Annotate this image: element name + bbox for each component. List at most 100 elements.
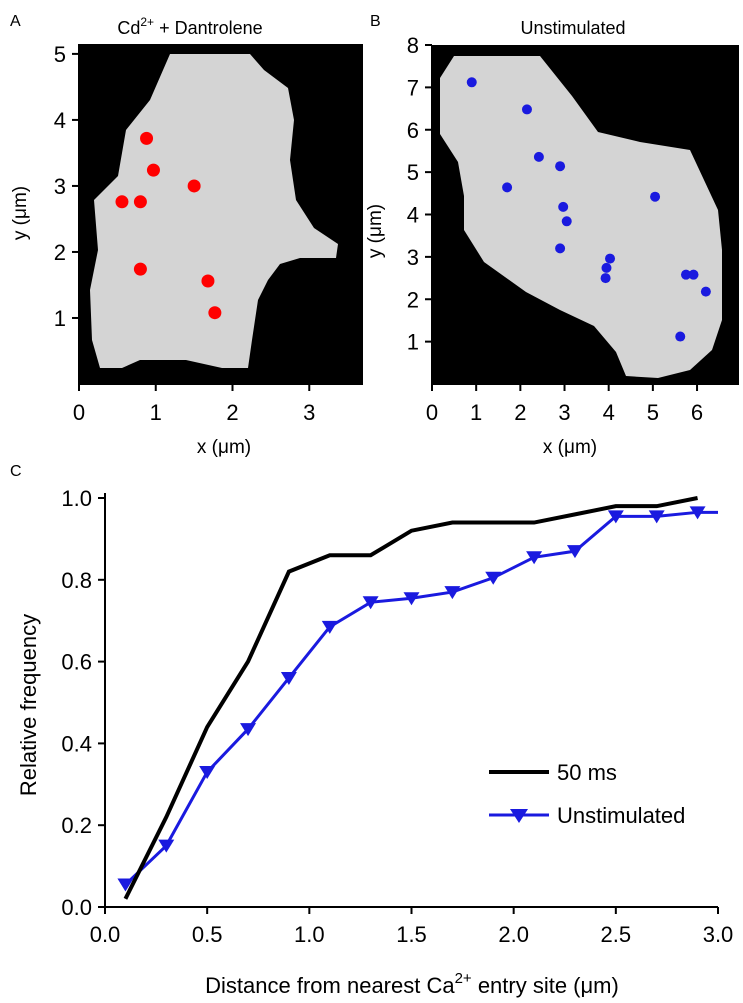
panel-c-legend: 50 ms Unstimulated xyxy=(489,760,685,828)
series-unstimulated-marker xyxy=(607,510,624,524)
panel-b-xtick-label: 3 xyxy=(558,400,570,425)
panel-b-point xyxy=(558,201,569,212)
panel-c-curves xyxy=(117,496,718,900)
panel-c-ytick-label: 0.8 xyxy=(61,568,92,593)
panel-b-ylabel: y (μm) xyxy=(365,204,386,258)
panel-a-ytick-label: 5 xyxy=(54,42,66,67)
series-unstimulated-marker xyxy=(117,878,134,892)
panel-a-ytick-label: 1 xyxy=(54,306,66,331)
legend-unstimulated-marker xyxy=(510,809,528,823)
panel-b-point xyxy=(601,262,612,273)
series-unstimulated-marker xyxy=(648,510,665,524)
panel-a-cell xyxy=(90,54,338,368)
series-unstimulated-marker xyxy=(403,592,420,606)
panel-b-xtick-label: 4 xyxy=(603,400,615,425)
panel-b-xtick-label: 6 xyxy=(691,400,703,425)
panel-c: C 0.0 0.5 1.0 1.5 2.0 2.5 3.0 0.0 0.2 0.4 0.6 0.8 1.… xyxy=(10,463,733,998)
panel-a-point xyxy=(115,195,129,209)
panel-c-ytick-label: 0.2 xyxy=(61,813,92,838)
series-unstimulated-marker xyxy=(280,671,297,685)
panel-b-point xyxy=(502,182,513,193)
panel-c-ytick-label: 0.4 xyxy=(61,731,92,756)
panel-a-xlabel: x (μm) xyxy=(197,437,251,458)
panel-a-ylabel: y (μm) xyxy=(10,186,31,240)
panel-b-point xyxy=(675,331,686,342)
panel-b-point xyxy=(555,243,566,254)
panel-b-point xyxy=(600,273,611,284)
panel-c-xtick-label: 0.5 xyxy=(192,922,223,947)
panel-b-ytick-label: 6 xyxy=(407,118,419,143)
series-unstimulated-marker xyxy=(485,571,502,585)
legend-50ms-label: 50 ms xyxy=(557,760,617,785)
series-50ms-line xyxy=(123,496,698,900)
panel-c-ylabel: Relative frequency xyxy=(16,614,41,796)
panel-b-xtick-label: 5 xyxy=(647,400,659,425)
panel-b-point xyxy=(561,216,572,227)
series-unstimulated-marker xyxy=(240,723,257,737)
panel-b-ytick-label: 4 xyxy=(407,203,419,228)
panel-a-xtick-label: 3 xyxy=(303,400,315,425)
panel-b-cell xyxy=(440,56,722,378)
panel-c-ytick-label: 0.6 xyxy=(61,650,92,675)
panel-a: A Cd2+ + Dantrolene 0 1 2 3 1 2 3 4 5 x (μm) y (… xyxy=(10,13,363,458)
panel-b-ytick-label: 8 xyxy=(407,33,419,58)
panel-a-point xyxy=(133,195,147,209)
panel-c-xtick-label: 2.5 xyxy=(601,922,632,947)
panel-a-xtick-label: 0 xyxy=(73,400,85,425)
panel-b-title: Unstimulated xyxy=(520,18,625,38)
panel-b-ytick-label: 1 xyxy=(407,330,419,355)
panel-c-xtick-label: 1.0 xyxy=(294,922,325,947)
panel-b-xlabel: x (μm) xyxy=(543,437,597,458)
panel-c-xtick-label: 0.0 xyxy=(90,922,121,947)
panel-a-point xyxy=(187,179,201,193)
panel-b-xtick-label: 0 xyxy=(426,400,438,425)
panel-b-point xyxy=(466,77,477,88)
panel-b-ticks: 0 1 2 3 4 5 6 1 2 3 4 5 6 7 8 xyxy=(407,33,703,425)
panel-a-point xyxy=(208,306,222,320)
panel-a-point xyxy=(201,274,215,288)
panel-c-ytick-label: 0.0 xyxy=(61,895,92,920)
panel-c-ytick-label: 1.0 xyxy=(61,486,92,511)
panel-c-xlabel: Distance from nearest Ca2+ entry site (μ… xyxy=(205,970,619,998)
panel-b-point xyxy=(555,161,566,172)
panel-b-point xyxy=(688,269,699,280)
panel-b-point xyxy=(533,151,544,162)
panel-a-label: A xyxy=(10,13,21,30)
panel-b-xtick-label: 2 xyxy=(514,400,526,425)
panel-a-xtick-label: 2 xyxy=(226,400,238,425)
panel-b-point xyxy=(605,253,616,264)
panel-b-point xyxy=(521,104,532,115)
series-unstimulated-marker xyxy=(526,551,543,565)
series-unstimulated-marker xyxy=(158,839,175,853)
panel-b-points xyxy=(466,77,711,342)
panel-b-label: B xyxy=(370,13,381,30)
panel-c-label: C xyxy=(10,463,22,480)
panel-a-point xyxy=(140,131,154,145)
panel-b-point xyxy=(700,286,711,297)
panel-c-ticks: 0.0 0.5 1.0 1.5 2.0 2.5 3.0 0.0 0.2 0.4 0.6 0.8 1.0 xyxy=(61,486,733,947)
panel-b-ytick-label: 7 xyxy=(407,75,419,100)
series-unstimulated-marker xyxy=(321,620,338,634)
panel-a-xtick-label: 1 xyxy=(150,400,162,425)
panel-b-ytick-label: 5 xyxy=(407,160,419,185)
panel-b-point xyxy=(650,191,661,202)
series-unstimulated-marker xyxy=(444,586,461,600)
panel-a-title: Cd2+ + Dantrolene xyxy=(117,15,262,38)
panel-c-xtick-label: 1.5 xyxy=(396,922,427,947)
series-unstimulated-marker xyxy=(362,596,379,610)
panel-a-ytick-label: 2 xyxy=(54,240,66,265)
panel-a-ticks: 0 1 2 3 1 2 3 4 5 xyxy=(54,42,316,425)
panel-c-xtick-label: 2.0 xyxy=(498,922,529,947)
series-unstimulated-line xyxy=(124,510,718,886)
series-unstimulated-marker xyxy=(566,545,583,559)
panel-b-point xyxy=(680,269,691,280)
panel-b-ytick-label: 2 xyxy=(407,287,419,312)
panel-b-ytick-label: 3 xyxy=(407,245,419,270)
panel-a-ytick-label: 4 xyxy=(54,108,66,133)
panel-a-ytick-label: 3 xyxy=(54,174,66,199)
legend-unstimulated-label: Unstimulated xyxy=(557,803,685,828)
panel-b-xtick-label: 1 xyxy=(470,400,482,425)
panel-a-point xyxy=(146,163,160,177)
series-unstimulated-marker xyxy=(689,506,706,520)
